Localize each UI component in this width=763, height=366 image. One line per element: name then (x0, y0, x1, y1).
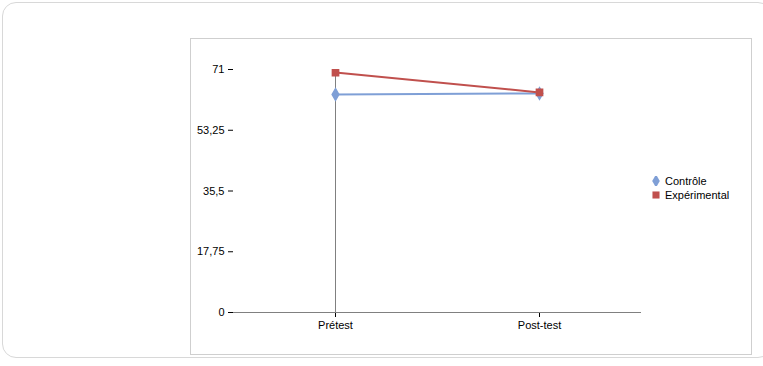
html-text:Contrôle: Contrôle (665, 175, 707, 187)
svg-text:Prétest: Prétest (318, 319, 353, 331)
svg-text:Post-test: Post-test (518, 319, 561, 331)
svg-text:0: 0 (218, 306, 224, 318)
html-text:Expérimental: Expérimental (665, 189, 730, 201)
svg-text:53,25: 53,25 (197, 124, 225, 136)
svg-text:35,5: 35,5 (203, 185, 224, 197)
svg-text:71: 71 (212, 63, 224, 75)
svg-text:17,75: 17,75 (197, 245, 225, 257)
